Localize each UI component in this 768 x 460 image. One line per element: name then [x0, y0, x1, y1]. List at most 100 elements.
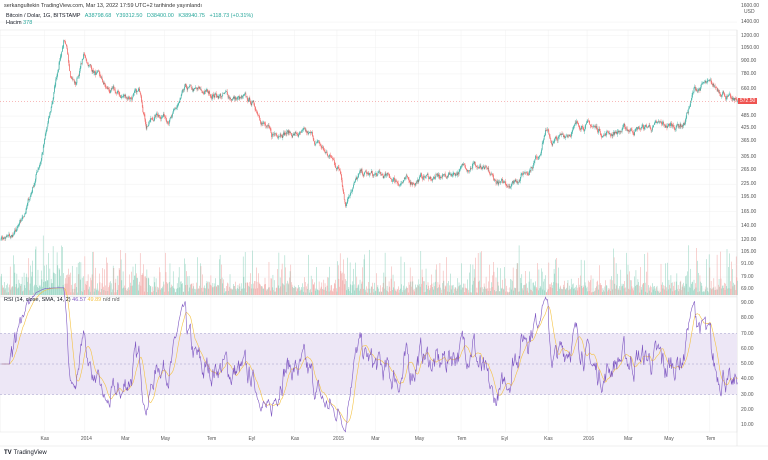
- volume-bar: [243, 276, 245, 295]
- candle-body: [142, 106, 144, 113]
- candle-body: [147, 125, 149, 127]
- volume-bar: [654, 288, 656, 295]
- candle-body: [88, 65, 90, 67]
- volume-bar: [383, 272, 385, 295]
- volume-bar: [709, 267, 711, 295]
- candle-body: [330, 154, 331, 156]
- candle-body: [50, 111, 51, 113]
- volume-bar: [675, 290, 676, 295]
- volume-bar: [586, 286, 588, 295]
- volume-bar: [20, 285, 22, 295]
- candle-body: [608, 132, 610, 135]
- volume-bar: [539, 285, 541, 295]
- volume-bar: [436, 264, 437, 295]
- volume-bar: [392, 274, 394, 295]
- candle-body: [321, 147, 323, 148]
- volume-bar: [287, 282, 289, 295]
- volume-bar: [120, 259, 122, 295]
- volume-bar: [176, 288, 177, 295]
- volume-bar: [326, 290, 327, 295]
- candle-body: [293, 133, 294, 136]
- candle-body: [19, 220, 21, 223]
- candle-body: [153, 118, 155, 121]
- candle-body: [145, 119, 146, 125]
- volume-bar: [702, 291, 703, 295]
- volume-bar: [504, 267, 505, 295]
- candle-body: [605, 133, 606, 136]
- candle-body: [246, 96, 248, 100]
- candle-body: [493, 178, 495, 181]
- volume-bar: [437, 282, 439, 295]
- candle-body: [240, 96, 242, 98]
- candle-body: [327, 153, 328, 156]
- volume-bar: [475, 257, 476, 295]
- volume-bar: [149, 286, 151, 295]
- candle-body: [339, 170, 341, 172]
- volume-bar: [423, 281, 424, 295]
- volume-bar: [95, 267, 96, 295]
- volume-bar: [452, 285, 453, 295]
- volume-bar: [717, 289, 719, 295]
- candle-body: [351, 189, 353, 192]
- volume-bar: [254, 281, 255, 295]
- candle-body: [44, 138, 45, 144]
- volume-bar: [642, 283, 644, 295]
- candle-body: [160, 118, 162, 119]
- volume-bar: [574, 286, 576, 295]
- candle-body: [717, 89, 719, 91]
- candle-body: [594, 126, 595, 127]
- candle-body: [166, 120, 167, 123]
- volume-bar: [346, 290, 348, 295]
- candle-body: [632, 131, 633, 133]
- candle-body: [730, 93, 731, 98]
- volume-bar: [174, 292, 176, 295]
- volume-bar: [190, 284, 191, 295]
- candle-body: [71, 76, 72, 79]
- candle-body: [278, 136, 280, 138]
- volume-bar: [29, 290, 30, 295]
- candle-body: [484, 167, 486, 169]
- candle-body: [96, 72, 97, 74]
- candle-body: [520, 174, 522, 177]
- candle-body: [69, 65, 70, 71]
- candle-body: [658, 121, 660, 123]
- volume-bar: [104, 285, 106, 295]
- candle-body: [177, 105, 179, 107]
- candle-body: [174, 108, 175, 110]
- candle-body: [685, 119, 686, 124]
- candle-body: [110, 88, 112, 91]
- volume-bar: [650, 285, 651, 295]
- volume-bar: [682, 284, 684, 295]
- price-tick-label: 265.00: [741, 166, 757, 173]
- candle-body: [326, 151, 328, 154]
- symbol-title[interactable]: Bitcoin / Dolar, 1G, BITSTAMP: [6, 13, 81, 19]
- candle-body: [231, 99, 232, 101]
- volume-bar: [535, 281, 536, 295]
- volume-bar: [497, 267, 498, 295]
- price-tick-label: 165.00: [741, 208, 757, 215]
- volume-label[interactable]: Hacim: [6, 20, 22, 26]
- volume-bar: [35, 249, 36, 295]
- tradingview-logo[interactable]: TV TradingView: [4, 450, 47, 456]
- volume-bar: [153, 276, 155, 295]
- candle-body: [641, 126, 643, 128]
- candle-body: [440, 176, 441, 179]
- candle-body: [17, 225, 19, 227]
- volume-bar: [248, 285, 249, 295]
- volume-bar: [25, 288, 26, 295]
- candle-body: [667, 125, 668, 128]
- candle-body: [674, 128, 676, 130]
- volume-bar: [124, 287, 126, 295]
- volume-bar: [605, 280, 606, 295]
- candle-body: [684, 123, 686, 125]
- rsi-label[interactable]: RSI (14, close, SMA, 14, 2): [4, 297, 71, 303]
- volume-bar: [15, 286, 16, 295]
- candle-body: [576, 121, 578, 123]
- volume-bar: [449, 285, 451, 295]
- candle-body: [609, 132, 610, 135]
- price-tick-label: 900.00: [741, 58, 757, 65]
- volume-bar: [68, 276, 70, 295]
- candle-body: [310, 131, 311, 134]
- candle-body: [638, 126, 639, 129]
